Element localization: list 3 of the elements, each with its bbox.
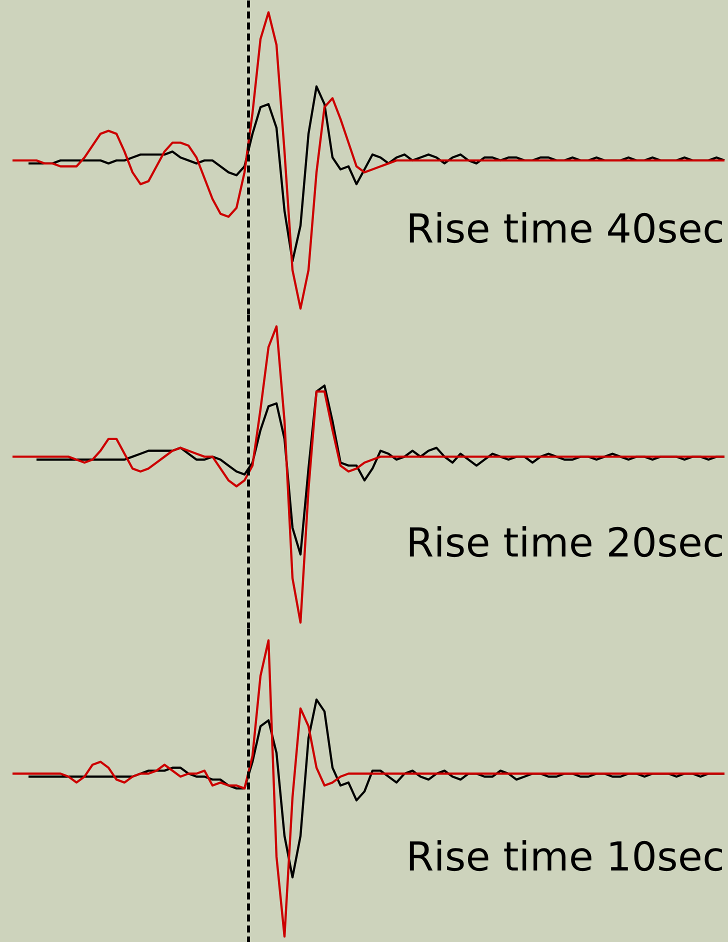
annotation: Rise time 10sec <box>406 834 725 880</box>
annotation: Rise time 40sec <box>406 206 725 252</box>
annotation: Rise time 20sec <box>406 520 725 566</box>
